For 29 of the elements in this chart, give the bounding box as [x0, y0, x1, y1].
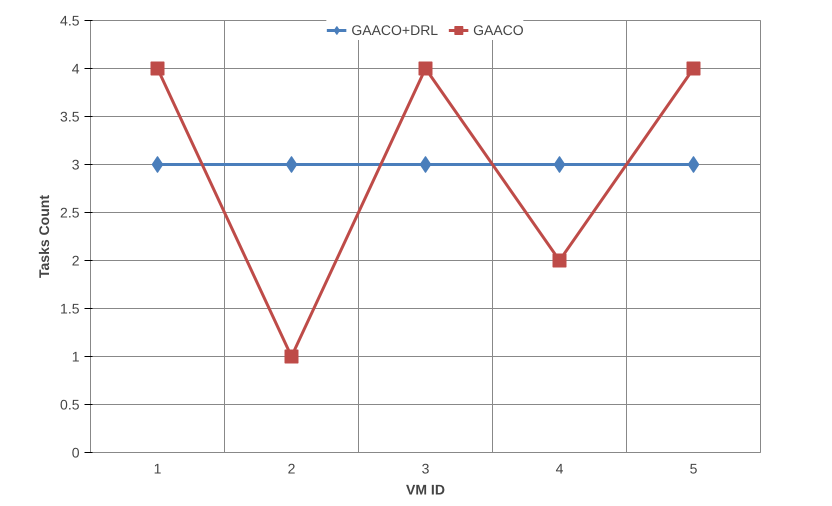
legend-label: GAACO — [473, 22, 524, 38]
y-tick-label: 0 — [72, 444, 80, 460]
y-tick-label: 1 — [72, 348, 80, 364]
y-tick-label: 2.5 — [60, 204, 80, 220]
x-tick-label: 5 — [690, 460, 698, 476]
point — [688, 156, 700, 173]
y-tick-label: 1.5 — [60, 300, 80, 316]
point — [150, 62, 164, 76]
point — [554, 156, 566, 173]
legend-label: GAACO+DRL — [351, 22, 438, 38]
point — [686, 62, 700, 76]
y-tick-label: 3 — [72, 156, 80, 172]
x-tick-label: 3 — [422, 460, 430, 476]
point — [284, 350, 298, 364]
x-tick-label: 1 — [154, 460, 162, 476]
y-tick-label: 4.5 — [60, 12, 80, 28]
y-tick-label: 4 — [72, 60, 80, 76]
x-tick-label: 4 — [556, 460, 564, 476]
y-axis-title: Tasks Count — [36, 194, 52, 278]
point — [552, 254, 566, 268]
point — [418, 62, 432, 76]
y-tick-label: 3.5 — [60, 108, 80, 124]
point — [152, 156, 164, 173]
point — [286, 156, 298, 173]
y-tick-label: 0.5 — [60, 396, 80, 412]
x-tick-label: 2 — [288, 460, 296, 476]
point — [420, 156, 432, 173]
y-tick-label: 2 — [72, 252, 80, 268]
x-axis-title: VM ID — [406, 482, 445, 498]
